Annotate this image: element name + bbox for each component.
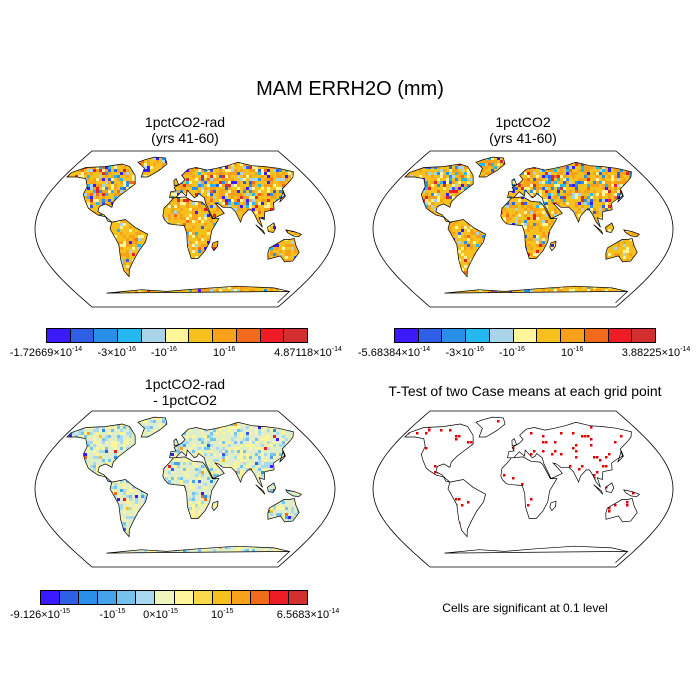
colorbar-c	[40, 590, 308, 605]
panel-b-map	[372, 150, 674, 308]
colorbar-swatch	[60, 591, 80, 604]
colorbar-swatch	[289, 591, 308, 604]
colorbar-tick-label: -9.126×10-15	[10, 608, 70, 621]
panel-b-title-line2: (yrs 41-60)	[489, 130, 557, 146]
colorbar-swatch	[193, 591, 213, 604]
land-fill	[404, 417, 640, 546]
colorbar-swatch	[284, 329, 308, 342]
colorbar-swatch	[395, 329, 419, 342]
colorbar-tick-label: 10-16	[212, 346, 236, 359]
panel-c-title: 1pctCO2-rad - 1pctCO2	[30, 376, 340, 408]
colorbar-swatch	[236, 329, 261, 342]
colorbar-swatch	[537, 329, 562, 342]
panel-b-title-line1: 1pctCO2	[495, 114, 551, 130]
colorbar-swatch	[269, 591, 290, 604]
colorbar-swatch	[250, 591, 270, 604]
colorbar-swatch	[117, 591, 137, 604]
map-frame	[34, 150, 336, 308]
colorbar-a	[46, 328, 308, 343]
colorbar-tick-label: 6.5683×10-14	[276, 608, 340, 621]
colorbar-swatch	[165, 329, 190, 342]
colorbar-swatch	[174, 591, 194, 604]
colorbar-tick-label: -10-16	[150, 346, 177, 359]
colorbar-b	[394, 328, 656, 343]
colorbar-swatch	[584, 329, 609, 342]
colorbar-swatch	[118, 329, 142, 342]
colorbar-swatch	[418, 329, 443, 342]
colorbar-tick-label: -5.68384×10-14	[357, 346, 431, 359]
colorbar-tick-label: -1.72669×10-14	[9, 346, 83, 359]
panel-b-title: 1pctCO2 (yrs 41-60)	[368, 114, 678, 146]
colorbar-swatch	[231, 591, 251, 604]
colorbar-swatch	[260, 329, 285, 342]
panel-a-title-line1: 1pctCO2-rad	[144, 114, 226, 130]
colorbar-tick-label: 10-16	[560, 346, 584, 359]
figure-title: MAM ERRH2O (mm)	[256, 78, 444, 100]
coastline	[404, 156, 641, 303]
colorbar-tick-label: -10-15	[99, 608, 126, 621]
panel-c-title-line1: 1pctCO2-rad	[144, 376, 226, 392]
colorbar-tick-label: -3×10-16	[97, 346, 137, 359]
panel-a-title: 1pctCO2-rad (yrs 41-60)	[30, 114, 340, 146]
colorbar-swatch	[47, 329, 71, 342]
colorbar-a-labels: -1.72669×10-14 -3×10-16 -10-16 10-16 4.87118…	[10, 346, 342, 363]
colorbar-c-labels: -9.126×10-15 -10-15 0×10-15 10-15 6.5683×10-…	[10, 608, 339, 625]
colorbar-tick-label: 10-15	[211, 608, 234, 621]
colorbar-swatch	[136, 591, 156, 604]
colorbar-swatch	[79, 591, 99, 604]
colorbar-swatch	[189, 329, 214, 342]
coastline	[404, 416, 641, 563]
map-frame	[372, 410, 674, 568]
coastline	[66, 156, 303, 303]
colorbar-tick-label: -10-16	[498, 346, 525, 359]
colorbar-swatch	[466, 329, 490, 342]
colorbar-swatch	[98, 591, 118, 604]
significance-footnote: Cells are significant at 0.1 level	[442, 601, 608, 615]
panel-c-title-line2: - 1pctCO2	[153, 392, 217, 408]
map-frame	[372, 150, 674, 308]
colorbar-b-labels: -5.68384×10-14 -3×10-16 -10-16 10-16 3.88225…	[358, 346, 690, 363]
colorbar-swatch	[212, 591, 232, 604]
colorbar-swatch	[213, 329, 237, 342]
colorbar-swatch	[513, 329, 538, 342]
colorbar-swatch	[608, 329, 633, 342]
colorbar-swatch	[41, 591, 61, 604]
colorbar-swatch	[632, 329, 656, 342]
panel-c-map	[34, 410, 336, 568]
colorbar-tick-label: 4.87118×10-14	[274, 346, 342, 359]
colorbar-swatch	[155, 591, 175, 604]
panel-d-title-line1: T-Test of two Case means at each grid po…	[388, 383, 662, 399]
colorbar-tick-label: 0×10-15	[143, 608, 179, 621]
panel-a-title-line2: (yrs 41-60)	[151, 130, 219, 146]
coastline	[66, 416, 303, 563]
colorbar-tick-label: 3.88225×10-14	[621, 346, 691, 359]
colorbar-tick-label: -3×10-16	[445, 346, 485, 359]
colorbar-swatch	[94, 329, 119, 342]
colorbar-swatch	[489, 329, 514, 342]
panel-a-map	[34, 150, 336, 308]
map-frame	[34, 410, 336, 568]
colorbar-swatch	[70, 329, 95, 342]
colorbar-swatch	[442, 329, 467, 342]
colorbar-swatch	[561, 329, 585, 342]
colorbar-swatch	[141, 329, 166, 342]
panel-d-map	[372, 410, 674, 568]
panel-d-title: T-Test of two Case means at each grid po…	[350, 383, 700, 399]
